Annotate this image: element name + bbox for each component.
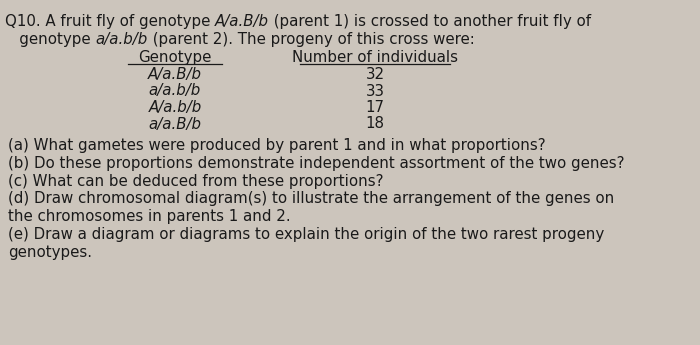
Text: 32: 32 — [365, 67, 384, 82]
Text: (b) Do these proportions demonstrate independent assortment of the two genes?: (b) Do these proportions demonstrate ind… — [8, 156, 624, 171]
Text: Q10. A fruit fly of genotype: Q10. A fruit fly of genotype — [5, 14, 215, 29]
Text: a/a.b/b: a/a.b/b — [149, 83, 201, 99]
Text: 33: 33 — [365, 83, 384, 99]
Text: A/a.B/b: A/a.B/b — [148, 67, 202, 82]
Text: A/a.B/b: A/a.B/b — [215, 14, 269, 29]
Text: genotype: genotype — [5, 32, 95, 47]
Text: 18: 18 — [365, 117, 384, 131]
Text: (c) What can be deduced from these proportions?: (c) What can be deduced from these propo… — [8, 174, 384, 189]
Text: A/a.b/b: A/a.b/b — [148, 100, 202, 115]
Text: (e) Draw a diagram or diagrams to explain the origin of the two rarest progeny: (e) Draw a diagram or diagrams to explai… — [8, 227, 604, 242]
Text: the chromosomes in parents 1 and 2.: the chromosomes in parents 1 and 2. — [8, 209, 290, 224]
Text: (a) What gametes were produced by parent 1 and in what proportions?: (a) What gametes were produced by parent… — [8, 138, 545, 153]
Text: (parent 2). The progeny of this cross were:: (parent 2). The progeny of this cross we… — [148, 32, 475, 47]
Text: a/a.b/b: a/a.b/b — [95, 32, 148, 47]
Text: (parent 1) is crossed to another fruit fly of: (parent 1) is crossed to another fruit f… — [269, 14, 592, 29]
Text: genotypes.: genotypes. — [8, 245, 92, 260]
Text: Genotype: Genotype — [139, 50, 211, 65]
Text: a/a.B/b: a/a.B/b — [148, 117, 202, 131]
Text: Number of individuals: Number of individuals — [292, 50, 458, 65]
Text: 17: 17 — [365, 100, 384, 115]
Text: (d) Draw chromosomal diagram(s) to illustrate the arrangement of the genes on: (d) Draw chromosomal diagram(s) to illus… — [8, 191, 615, 206]
